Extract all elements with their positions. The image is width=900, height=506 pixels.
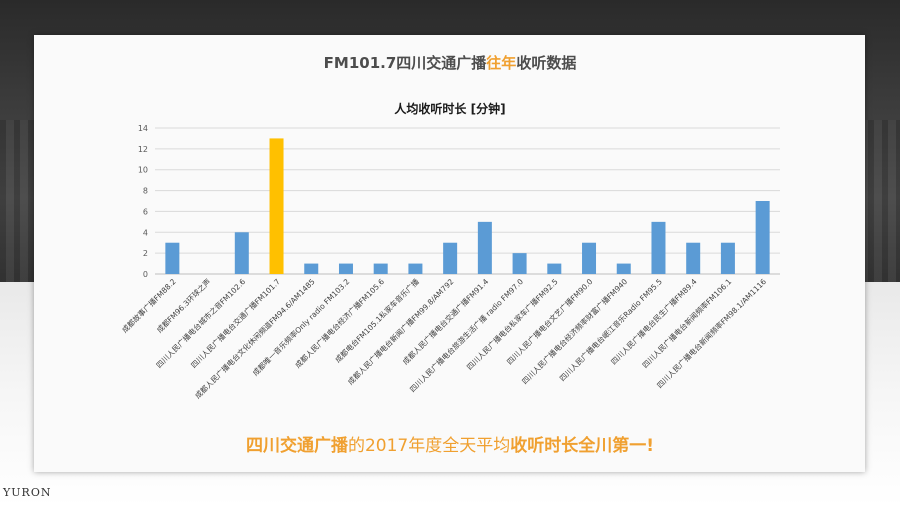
bar [651, 221, 666, 274]
page-title-highlight: 往年 [486, 54, 517, 72]
bar [720, 242, 735, 274]
y-tick-label: 4 [143, 228, 148, 237]
y-tick-label: 0 [143, 270, 148, 279]
bar [512, 253, 527, 274]
bar [686, 242, 701, 274]
y-tick-label: 2 [143, 249, 148, 258]
y-tick-label: 10 [138, 166, 148, 175]
page-title: FM101.7四川交通广播往年收听数据 [0, 52, 900, 73]
bar [338, 263, 353, 274]
bar [616, 263, 631, 274]
bar [443, 242, 458, 274]
bar [547, 263, 562, 274]
footer-slogan: 四川交通广播的2017年度全天平均收听时长全川第一! [0, 431, 900, 456]
bar [269, 138, 284, 274]
bar [304, 263, 319, 274]
bar [477, 221, 492, 274]
y-tick-label: 12 [138, 145, 148, 154]
x-tick-label: 成都人民广播电台文化休闲频道FM94.6/AM1485 [192, 276, 316, 400]
bar [373, 263, 388, 274]
bar [165, 242, 180, 274]
y-tick-label: 8 [143, 187, 148, 196]
y-tick-label: 6 [143, 207, 148, 216]
bar [582, 242, 597, 274]
footer-part3: 收听时长全川第一! [510, 436, 655, 456]
page-title-part1: FM101.7四川交通广播 [323, 54, 487, 72]
page-title-part2: 收听数据 [516, 54, 577, 72]
chart-title: 人均收听时长 [分钟] [394, 102, 506, 116]
footer-part2: 的2017年度全天平均 [347, 436, 511, 456]
bar [755, 201, 770, 274]
bar [408, 263, 423, 274]
watermark: YURON [3, 486, 52, 499]
bar [234, 232, 249, 274]
footer-part1: 四川交通广播 [245, 436, 348, 456]
y-tick-label: 14 [138, 124, 148, 133]
